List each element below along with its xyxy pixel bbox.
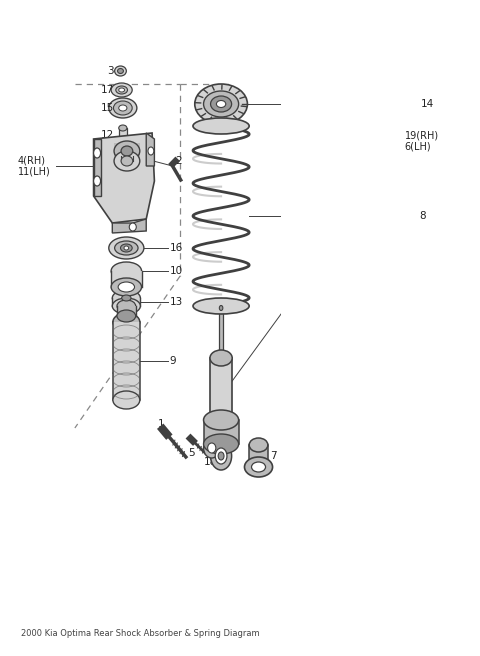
Text: 12: 12 <box>101 130 114 140</box>
Polygon shape <box>112 219 146 233</box>
Text: 8: 8 <box>419 211 425 221</box>
Ellipse shape <box>210 426 232 442</box>
Bar <box>210 358 232 434</box>
Bar <box>112 298 140 306</box>
Ellipse shape <box>111 278 142 296</box>
Ellipse shape <box>119 88 125 92</box>
Ellipse shape <box>219 306 223 310</box>
Text: 18: 18 <box>204 457 217 467</box>
Ellipse shape <box>252 462 265 472</box>
Ellipse shape <box>193 118 249 134</box>
Ellipse shape <box>216 100 226 108</box>
Ellipse shape <box>117 310 136 322</box>
Ellipse shape <box>219 356 223 361</box>
Ellipse shape <box>148 147 154 155</box>
Ellipse shape <box>112 298 140 314</box>
Ellipse shape <box>111 262 142 280</box>
Ellipse shape <box>210 350 232 366</box>
Text: 1: 1 <box>158 419 165 429</box>
Ellipse shape <box>129 223 136 231</box>
Ellipse shape <box>113 391 140 409</box>
Ellipse shape <box>112 290 140 306</box>
Ellipse shape <box>244 457 273 477</box>
Bar <box>114 143 140 161</box>
Ellipse shape <box>114 141 140 161</box>
Ellipse shape <box>94 176 101 186</box>
Bar <box>117 306 136 316</box>
Ellipse shape <box>193 298 249 314</box>
Ellipse shape <box>215 448 227 464</box>
Ellipse shape <box>121 156 133 166</box>
Text: 15: 15 <box>101 103 114 113</box>
Ellipse shape <box>120 244 132 252</box>
Ellipse shape <box>115 241 138 255</box>
Ellipse shape <box>124 246 129 250</box>
Ellipse shape <box>118 68 123 73</box>
Ellipse shape <box>211 442 232 470</box>
Ellipse shape <box>204 91 239 117</box>
Text: 2: 2 <box>176 156 182 166</box>
Ellipse shape <box>109 98 137 118</box>
Bar <box>113 322 140 400</box>
Ellipse shape <box>195 84 247 124</box>
Ellipse shape <box>249 460 268 474</box>
Ellipse shape <box>118 282 134 292</box>
Text: 16: 16 <box>169 243 183 253</box>
Polygon shape <box>94 133 155 223</box>
Ellipse shape <box>208 443 216 453</box>
Text: 2000 Kia Optima Rear Shock Absorber & Spring Diagram: 2000 Kia Optima Rear Shock Absorber & Sp… <box>21 629 260 638</box>
Text: 10: 10 <box>169 266 183 276</box>
Polygon shape <box>146 133 155 166</box>
Ellipse shape <box>116 86 128 94</box>
Text: 3: 3 <box>108 66 114 76</box>
Text: 19(RH)
6(LH): 19(RH) 6(LH) <box>405 130 439 152</box>
Ellipse shape <box>109 237 144 259</box>
Ellipse shape <box>115 66 126 76</box>
Text: 4(RH)
11(LH): 4(RH) 11(LH) <box>18 155 50 177</box>
Ellipse shape <box>113 313 140 331</box>
Ellipse shape <box>117 300 136 312</box>
Text: 9: 9 <box>169 356 176 366</box>
Bar <box>119 128 127 142</box>
Ellipse shape <box>113 101 132 115</box>
Ellipse shape <box>114 151 140 171</box>
Text: 7: 7 <box>270 451 277 461</box>
Ellipse shape <box>119 105 127 111</box>
Ellipse shape <box>119 125 127 131</box>
Ellipse shape <box>249 438 268 452</box>
Ellipse shape <box>204 410 239 430</box>
Ellipse shape <box>211 96 232 112</box>
Bar <box>111 271 142 287</box>
Ellipse shape <box>218 452 224 460</box>
Text: 5: 5 <box>188 448 195 458</box>
Text: 13: 13 <box>169 297 183 307</box>
Ellipse shape <box>94 148 101 158</box>
Ellipse shape <box>204 438 220 458</box>
Ellipse shape <box>121 146 133 156</box>
Polygon shape <box>94 139 101 196</box>
Ellipse shape <box>121 295 131 301</box>
Ellipse shape <box>119 139 127 145</box>
Bar <box>219 308 223 358</box>
Bar <box>249 445 268 467</box>
Ellipse shape <box>111 83 132 97</box>
Bar <box>204 420 239 444</box>
Ellipse shape <box>204 434 239 454</box>
Text: 17: 17 <box>101 85 114 95</box>
Text: 14: 14 <box>421 99 434 109</box>
